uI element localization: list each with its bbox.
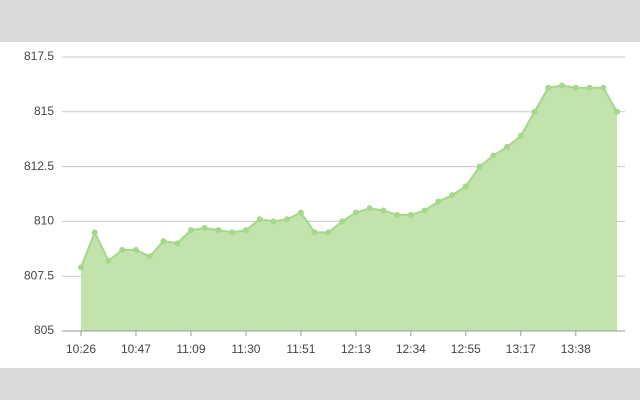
y-tick-label: 812.5 (24, 159, 54, 173)
y-tick-label: 810 (34, 214, 54, 228)
point (242, 227, 249, 234)
x-tick-label: 10:26 (66, 342, 96, 356)
point (352, 209, 359, 216)
point (531, 108, 538, 115)
point (174, 240, 181, 247)
point (366, 205, 373, 212)
point (586, 84, 593, 91)
point (504, 143, 511, 150)
y-tick-label: 807.5 (24, 268, 54, 282)
point (78, 264, 84, 271)
point (435, 198, 442, 205)
x-tick-label: 12:55 (451, 342, 481, 356)
point (284, 216, 291, 223)
point (91, 229, 98, 236)
point (449, 192, 456, 199)
point (311, 229, 318, 236)
point (394, 211, 401, 218)
x-tick-label: 11:51 (286, 342, 315, 356)
point (187, 227, 194, 234)
point (559, 82, 566, 89)
point (517, 132, 524, 139)
x-tick-label: 12:34 (396, 342, 426, 356)
top-bar (0, 0, 640, 42)
x-tick-label: 11:09 (176, 342, 205, 356)
y-tick-label: 805 (34, 323, 54, 337)
point (407, 211, 414, 218)
point (462, 183, 469, 190)
point (380, 207, 387, 214)
point (229, 229, 236, 236)
point (545, 84, 552, 91)
point (215, 227, 222, 234)
x-tick-label: 13:38 (561, 342, 591, 356)
bottom-bar (0, 368, 640, 400)
x-tick-label: 12:13 (341, 342, 371, 356)
y-tick-label: 815 (34, 104, 54, 118)
y-tick-label: 817.5 (24, 49, 54, 63)
point (614, 108, 620, 115)
point (421, 207, 428, 214)
line (80, 84, 618, 268)
point (256, 216, 263, 223)
point (297, 209, 304, 216)
point (201, 224, 208, 231)
area (81, 85, 617, 331)
point (325, 229, 332, 236)
point (339, 218, 346, 225)
point (146, 253, 153, 260)
point (600, 84, 607, 91)
point (270, 218, 277, 225)
point (572, 84, 579, 91)
point (119, 246, 126, 253)
point (476, 163, 483, 170)
point (490, 152, 497, 159)
point (105, 257, 112, 264)
x-tick-label: 13:17 (506, 342, 536, 356)
point (132, 246, 139, 253)
point (160, 238, 167, 245)
x-tick-label: 10:47 (121, 342, 151, 356)
x-tick-label: 11:30 (231, 342, 260, 356)
